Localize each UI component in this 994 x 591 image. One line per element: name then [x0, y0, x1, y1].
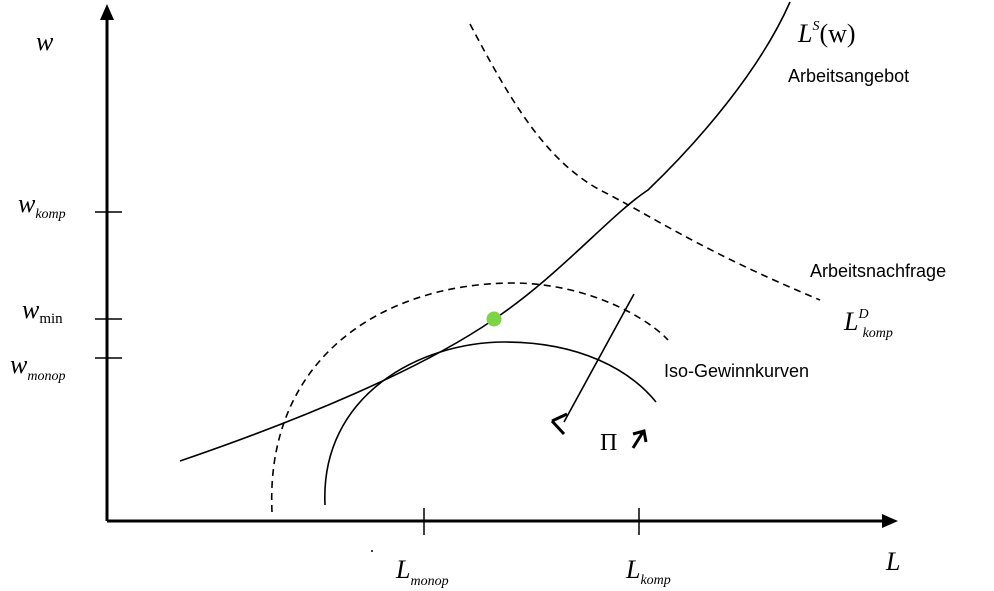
- x-tick-label-monop: Lmonop: [395, 555, 449, 589]
- y-tick-label-min: wmin: [22, 295, 63, 327]
- x-axis-arrow-icon: [882, 514, 898, 528]
- profit-direction-line: [563, 293, 635, 423]
- demand-curve: [469, 23, 821, 301]
- y-tick-label-monop: wmonop: [10, 350, 65, 384]
- profit-symbol: Π: [600, 430, 617, 456]
- y-tick-label-komp: wkomp: [18, 189, 66, 222]
- demand-curve-label: LD komp: [843, 307, 893, 341]
- supply-curve-description: Arbeitsangebot: [788, 66, 909, 86]
- supply-curve-label: LS(w): [797, 19, 856, 48]
- x-tick-label-komp: Lkomp: [625, 555, 671, 588]
- y-axis-arrow-icon: [100, 4, 114, 20]
- iso-profit-curve-outer: [271, 282, 669, 513]
- profit-increase-arrow-icon: [631, 429, 648, 449]
- profit-direction-arrowhead-icon: [550, 412, 568, 436]
- iso-profit-curve-inner: [324, 341, 657, 506]
- x-axis-label: L: [885, 547, 900, 576]
- iso-profit-label: Iso-Gewinnkurven: [664, 361, 809, 381]
- demand-curve-description: Arbeitsnachfrage: [810, 261, 946, 281]
- supply-curve: [179, 1, 791, 462]
- y-axis-label: w: [36, 27, 54, 56]
- stray-dot: [371, 550, 373, 552]
- monopsony-optimum-point: [486, 311, 502, 327]
